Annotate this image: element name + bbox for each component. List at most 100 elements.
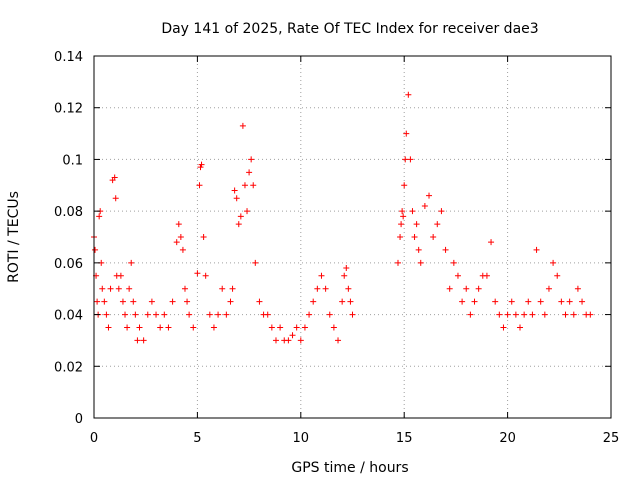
data-point: [157, 324, 164, 331]
data-point: [339, 298, 346, 305]
data-point: [198, 161, 205, 168]
data-point: [186, 311, 193, 318]
data-point: [227, 298, 234, 305]
data-point: [206, 311, 213, 318]
data-point: [400, 213, 407, 220]
data-point: [421, 202, 428, 209]
data-point: [541, 311, 548, 318]
data-point: [345, 285, 352, 292]
data-point: [252, 259, 259, 266]
data-point: [467, 311, 474, 318]
data-point: [550, 259, 557, 266]
data-point: [237, 213, 244, 220]
data-point: [250, 182, 257, 189]
data-point: [173, 239, 180, 246]
data-point: [239, 122, 246, 129]
data-point: [310, 298, 317, 305]
data-point: [558, 298, 565, 305]
data-point: [403, 130, 410, 137]
data-point: [115, 285, 122, 292]
data-point: [566, 298, 573, 305]
data-point: [124, 324, 131, 331]
data-point: [417, 259, 424, 266]
data-point: [169, 298, 176, 305]
data-point: [488, 239, 495, 246]
data-point: [112, 195, 119, 202]
data-point: [335, 337, 342, 344]
chart-title: Day 141 of 2025, Rate Of TEC Index for r…: [161, 21, 538, 37]
data-point: [402, 156, 409, 163]
x-tick-label: 0: [90, 431, 98, 446]
data-point: [272, 337, 279, 344]
data-point: [570, 311, 577, 318]
x-axis-label: GPS time / hours: [291, 460, 408, 476]
data-point: [306, 311, 313, 318]
data-point: [153, 311, 160, 318]
data-point: [126, 285, 133, 292]
data-point: [268, 324, 275, 331]
x-tick-label: 5: [193, 431, 201, 446]
x-tick-label: 15: [396, 431, 413, 446]
data-point: [264, 311, 271, 318]
data-point: [349, 311, 356, 318]
y-axis-label: ROTI / TECUs: [6, 191, 22, 283]
data-point: [92, 246, 99, 253]
data-point: [554, 272, 561, 279]
x-tick-label: 20: [499, 431, 516, 446]
data-point: [587, 311, 594, 318]
data-point: [314, 285, 321, 292]
data-point: [430, 234, 437, 240]
data-point: [165, 324, 172, 331]
data-point: [574, 285, 581, 292]
data-point: [130, 298, 137, 305]
data-point: [181, 285, 188, 292]
data-point: [107, 285, 114, 292]
data-point: [117, 272, 124, 279]
data-point: [194, 270, 201, 277]
data-point: [99, 285, 106, 292]
data-point: [438, 208, 445, 215]
axis-ticks: 0 5 10 15 20 25 0 0.02 0.04 0.06 0.08 0.1 0.12 0.14: [54, 50, 619, 446]
data-point: [223, 311, 230, 318]
data-point: [442, 246, 449, 253]
data-point: [537, 298, 544, 305]
data-point: [409, 208, 416, 215]
data-point: [289, 332, 296, 339]
data-point: [111, 174, 118, 181]
data-point: [398, 221, 405, 228]
data-point: [525, 298, 532, 305]
data-point: [119, 298, 126, 305]
data-point: [256, 298, 263, 305]
data-point: [411, 234, 418, 240]
grid-lines: [94, 56, 611, 418]
data-point: [426, 192, 433, 199]
data-point: [500, 324, 507, 331]
data-point: [401, 182, 408, 189]
x-tick-label: 10: [293, 431, 310, 446]
data-point: [122, 311, 129, 318]
data-point: [407, 156, 414, 163]
data-point: [397, 234, 404, 240]
data-point: [471, 298, 478, 305]
data-point: [96, 213, 103, 220]
y-tick-label: 0.12: [54, 102, 83, 117]
data-point: [434, 221, 441, 228]
plot-frame: [93, 55, 612, 419]
data-point: [512, 311, 519, 318]
data-point: [179, 246, 186, 253]
data-point: [196, 182, 203, 189]
data-point: [521, 311, 528, 318]
data-point: [134, 337, 141, 344]
data-point: [318, 272, 325, 279]
data-point: [200, 234, 207, 240]
y-tick-label: 0: [75, 412, 83, 427]
data-point: [241, 182, 248, 189]
data-point: [140, 337, 147, 344]
data-point: [399, 208, 406, 215]
y-tick-label: 0.08: [54, 205, 83, 220]
data-point: [101, 298, 108, 305]
y-tick-label: 0.04: [54, 309, 83, 324]
y-tick-label: 0.06: [54, 257, 83, 272]
